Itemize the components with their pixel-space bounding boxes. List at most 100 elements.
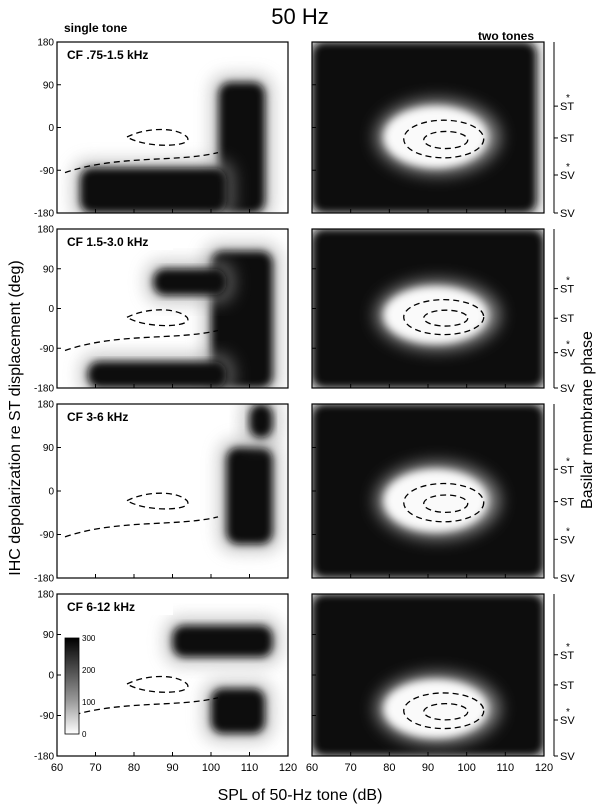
- contour-line: [423, 309, 469, 327]
- colorbar-tick-label: 200: [82, 666, 96, 675]
- phase-tick-label: SV: [560, 170, 575, 182]
- colorbar-tick-label: 300: [82, 634, 96, 643]
- contour-line: [64, 516, 219, 538]
- heatmap-field: [312, 404, 544, 578]
- x-tick-label: 60: [51, 762, 63, 774]
- heatmap-dark-region: [211, 688, 265, 734]
- y-tick-label: -90: [40, 166, 55, 177]
- phase-tick-star: *: [566, 340, 570, 351]
- left-column-label: single tone: [64, 21, 128, 35]
- phase-tick-label: SV: [560, 751, 575, 763]
- y-tick-label: 180: [37, 400, 54, 411]
- x-tick-label: 70: [89, 762, 101, 774]
- x-tick-label: 90: [422, 762, 434, 774]
- y-tick-label: 180: [37, 38, 54, 49]
- x-tick-label: 110: [497, 762, 515, 774]
- colorbar-tick-label: 0: [82, 730, 87, 739]
- cf-label-bg: [63, 234, 173, 250]
- right-column-label: two tones: [478, 29, 534, 43]
- x-tick-label: 90: [166, 762, 178, 774]
- contour-line: [64, 329, 219, 352]
- y-tick-label: 0: [48, 671, 54, 682]
- phase-tick-star: *: [566, 526, 570, 537]
- heatmap-light-core: [383, 469, 488, 532]
- y-tick-label: 90: [43, 80, 55, 91]
- y-axis-label: IHC depolarization re ST displacement (d…: [7, 260, 24, 575]
- contour-line: [126, 675, 189, 693]
- contour-line: [403, 482, 485, 523]
- y-tick-label: -90: [40, 711, 55, 722]
- y-tick-label: 0: [48, 123, 54, 134]
- phase-tick-label: ST: [560, 680, 574, 692]
- y-tick-label: -90: [40, 344, 55, 355]
- x-tick-label: 80: [128, 762, 140, 774]
- heatmap-dark-region: [226, 447, 273, 545]
- contour-line: [423, 494, 469, 514]
- cf-label-bg: [63, 47, 173, 63]
- single-tone-panel: 180 90 0 -90 -180 CF 1.5-3.0 kHz: [34, 225, 289, 395]
- y-tick-label: -90: [40, 530, 55, 541]
- heatmap-dark-region: [249, 404, 273, 438]
- contour-line: [423, 703, 469, 721]
- phase-tick-label: ST: [560, 133, 574, 145]
- contour-line: [403, 692, 485, 730]
- y-tick-label: -180: [34, 752, 54, 763]
- x-tick-label: 60: [306, 762, 318, 774]
- single-tone-panel: 180 90 0 -90 -180 CF 3-6 kHz: [34, 400, 289, 585]
- cf-label: CF 1.5-3.0 kHz: [67, 235, 148, 249]
- heatmap-field: [64, 74, 273, 213]
- y-tick-label: -180: [34, 384, 54, 395]
- x-tick-label: 70: [345, 762, 357, 774]
- y-tick-label: -180: [34, 574, 54, 585]
- heatmap-dark-region: [87, 361, 227, 388]
- heatmap-light-core: [383, 286, 488, 344]
- x-tick-label: 100: [202, 762, 220, 774]
- y-tick-label: 180: [37, 225, 54, 236]
- cf-label-bg: [63, 409, 173, 425]
- phase-tick-label: SV: [560, 715, 575, 727]
- phase-tick-label: SV: [560, 383, 575, 395]
- phase-tick-star: *: [566, 276, 570, 287]
- phase-tick-star: *: [566, 93, 570, 104]
- phase-tick-label: ST: [560, 284, 574, 296]
- phase-tick-star: *: [566, 707, 570, 718]
- contour-line: [423, 130, 469, 150]
- figure-title: 50 Hz: [271, 4, 328, 29]
- heatmap-light-core: [383, 106, 488, 168]
- x-tick-label: 100: [457, 762, 475, 774]
- heatmap-field: [64, 617, 281, 742]
- y-tick-label: 90: [43, 443, 55, 454]
- phase-tick-label: SV: [560, 534, 575, 546]
- contour-line: [403, 119, 485, 159]
- contour-line: [403, 298, 485, 336]
- x-tick-label: 80: [383, 762, 395, 774]
- phase-tick-label: ST: [560, 313, 574, 325]
- heatmap-field: [64, 404, 281, 553]
- cf-label: CF 3-6 kHz: [67, 410, 128, 424]
- phase-tick-label: ST: [560, 464, 574, 476]
- heatmap-dark-region: [80, 167, 227, 213]
- y-tick-label: -180: [34, 209, 54, 220]
- contour-line: [126, 309, 189, 327]
- right-axis-label: Basilar membrane phase: [579, 331, 596, 509]
- phase-tick-label: ST: [560, 497, 574, 509]
- x-axis-label: SPL of 50-Hz tone (dB): [218, 787, 383, 804]
- y-tick-label: 0: [48, 304, 54, 315]
- x-tick-label: 120: [535, 762, 553, 774]
- heatmap-field: [64, 243, 281, 388]
- colorbar-tick-label: 100: [82, 698, 96, 707]
- phase-tick-label: ST: [560, 101, 574, 113]
- phase-tick-star: *: [566, 456, 570, 467]
- heatmap-field: [312, 229, 544, 388]
- heatmap-field: [312, 594, 544, 756]
- cf-label-bg: [63, 599, 173, 615]
- phase-tick-label: SV: [560, 208, 575, 220]
- heatmap-light-core: [383, 679, 488, 738]
- phase-tick-star: *: [566, 162, 570, 173]
